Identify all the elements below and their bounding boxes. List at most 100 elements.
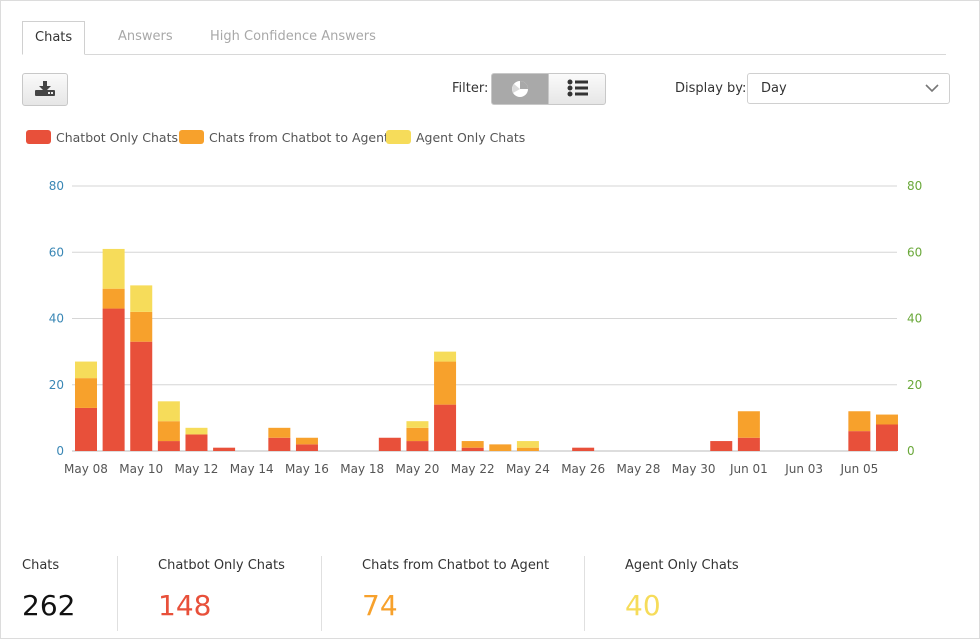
legend-item-chatbot-to-agent[interactable]: Chats from Chatbot to Agent [179,130,389,145]
bar-chatbot-to-agent [434,361,457,405]
bar-chatbot-only [378,437,401,451]
bar-agent-only [185,427,208,435]
x-tick-label: May 12 [175,462,219,476]
list-view-toggle[interactable] [548,73,606,105]
x-tick-label: Jun 05 [839,462,878,476]
bar-chatbot-only [185,434,208,451]
bar-chatbot-only [102,308,125,451]
x-tick-label: May 10 [119,462,163,476]
tab-high-confidence-answers[interactable]: High Confidence Answers [210,29,376,44]
bar-chatbot-only [848,431,871,451]
download-button[interactable] [22,73,68,106]
bar-chatbot-to-agent [516,447,539,451]
filter-label: Filter: [452,81,489,96]
y-tick-label-left: 20 [49,378,64,392]
x-tick-label: May 22 [451,462,495,476]
stat-value: 262 [22,589,76,622]
bar-agent-only [516,441,539,448]
y-tick-label-right: 80 [907,179,922,193]
y-tick-label-right: 20 [907,378,922,392]
bar-chatbot-only [268,437,291,451]
bar-chatbot-only [295,444,318,451]
bar-chatbot-only [461,447,484,451]
y-tick-label-left: 0 [56,444,64,458]
bar-chatbot-only [434,404,457,451]
bar-chatbot-only [406,441,429,451]
x-tick-label: Jun 03 [784,462,823,476]
stat-total-chats: Chats 262 [22,554,75,622]
bar-chatbot-to-agent [75,378,97,408]
stat-value: 74 [362,589,398,622]
stat-chatbot-to-agent: Chats from Chatbot to Agent 74 [362,554,549,622]
bar-chatbot-to-agent [268,427,291,438]
display-by-label: Display by: [675,81,747,96]
bar-chatbot-only [875,424,898,451]
bar-chatbot-to-agent [461,441,484,448]
bar-chatbot-to-agent [130,311,153,342]
y-tick-label-left: 80 [49,179,64,193]
stat-label: Chats [22,558,60,573]
tab-answers[interactable]: Answers [118,29,173,44]
y-tick-label-right: 60 [907,245,922,259]
x-tick-label: May 08 [64,462,108,476]
x-tick-label: May 30 [672,462,716,476]
bar-chatbot-only [737,437,760,451]
legend-swatch [179,130,204,144]
x-tick-label: May 16 [285,462,329,476]
bar-chatbot-to-agent [875,414,898,425]
display-by-select[interactable]: Day [747,73,950,104]
x-tick-label: May 28 [616,462,660,476]
bar-agent-only [102,248,125,289]
legend-label: Chatbot Only Chats [56,130,178,145]
divider [117,556,118,631]
legend-item-agent-only[interactable]: Agent Only Chats [386,130,525,145]
stat-label: Chats from Chatbot to Agent [362,558,550,573]
x-tick-label: Jun 01 [729,462,768,476]
download-icon [35,81,55,96]
bar-chatbot-to-agent [102,288,125,309]
divider [321,556,322,631]
bar-agent-only [130,285,153,312]
bar-chatbot-only [572,447,595,451]
divider [584,556,585,631]
bar-chatbot-to-agent [295,437,318,445]
legend-item-chatbot-only[interactable]: Chatbot Only Chats [26,130,178,145]
bar-chatbot-only [75,407,97,451]
bar-chatbot-only [710,441,733,451]
x-tick-label: May 24 [506,462,550,476]
tab-bar: Chats Answers High Confidence Answers [22,21,946,55]
bar-chatbot-to-agent [406,427,429,442]
stat-agent-only: Agent Only Chats 40 [625,554,739,622]
bar-chatbot-only [157,441,180,451]
stat-chatbot-only: Chatbot Only Chats 148 [158,554,285,622]
stat-label: Chatbot Only Chats [158,558,285,573]
chevron-down-icon [925,84,939,93]
x-tick-label: May 14 [230,462,274,476]
legend-label: Chats from Chatbot to Agent [209,130,389,145]
bar-agent-only [157,401,180,422]
legend-label: Agent Only Chats [416,130,526,145]
x-tick-label: May 20 [395,462,439,476]
bar-agent-only [434,351,457,362]
y-tick-label-left: 60 [49,245,64,259]
bar-chatbot-to-agent [489,444,512,451]
tab-chats[interactable]: Chats [22,21,86,55]
chart-view-icon [512,81,528,97]
bar-chatbot-to-agent [848,411,871,432]
bar-chatbot-to-agent [157,421,180,442]
legend-swatch [26,130,51,144]
y-tick-label-left: 40 [49,312,64,326]
x-tick-label: May 26 [561,462,605,476]
bar-chatbot-only [130,341,153,451]
stat-value: 148 [158,589,212,622]
stat-label: Agent Only Chats [625,558,739,573]
bar-chatbot-only [213,447,236,451]
summary-stats: Chats 262 Chatbot Only Chats 148 Chats f… [1,554,980,634]
list-view-icon [567,79,588,97]
display-by-value: Day [761,81,787,96]
bar-agent-only [406,421,429,428]
stat-value: 40 [625,589,661,622]
y-tick-label-right: 0 [907,444,915,458]
y-tick-label-right: 40 [907,312,922,326]
bar-chatbot-to-agent [737,411,760,438]
